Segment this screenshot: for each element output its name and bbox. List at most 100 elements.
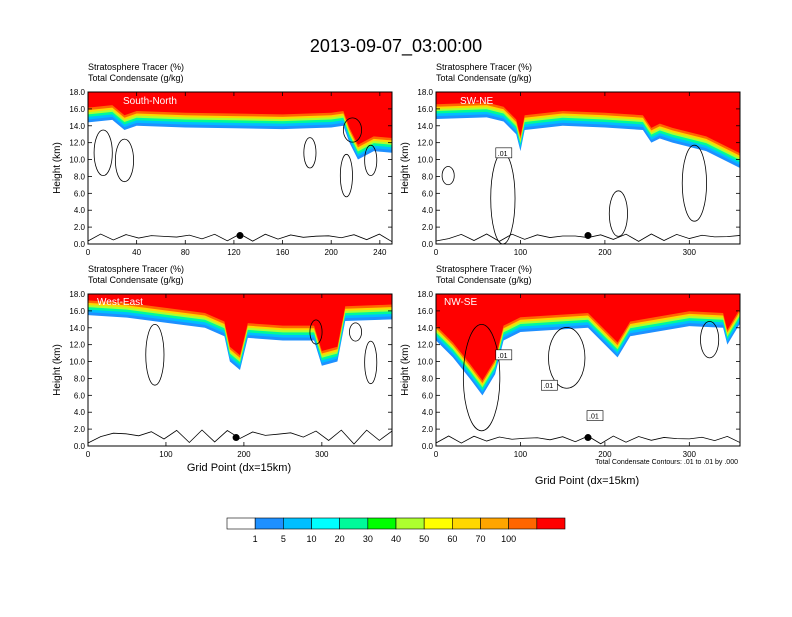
panel-3-label: West-East [97, 297, 143, 308]
y-tick-label: 8.0 [422, 374, 434, 383]
panel-1-ylabel: Height (km) [52, 142, 63, 194]
condensate-contour [309, 319, 323, 345]
x-tick-label: 160 [276, 248, 290, 257]
panel-4-subtitle-2: Total Condensate (g/kg) [436, 275, 532, 285]
y-tick-label: 8.0 [422, 172, 434, 181]
contour-label-box [541, 379, 558, 391]
x-tick-label: 200 [598, 450, 612, 459]
colorbar-swatch [283, 517, 312, 530]
panel-1-subtitle-2: Total Condensate (g/kg) [88, 73, 184, 83]
panel-3-ylabel: Height (km) [52, 344, 63, 396]
colorbar-swatch [339, 517, 369, 530]
colorbar-swatch [452, 517, 481, 530]
panel-4-xlabel: Grid Point (dx=15km) [535, 475, 639, 487]
x-tick-label: 200 [598, 248, 612, 257]
condensate-contour [339, 153, 353, 198]
panel-2-subtitle-1: Stratosphere Tracer (%) [436, 62, 532, 72]
y-tick-label: 4.0 [422, 408, 434, 417]
colorbar-swatch [480, 517, 509, 530]
plot-frame [435, 293, 741, 447]
y-tick-label: 16.0 [69, 307, 85, 316]
condensate-contour [342, 117, 363, 143]
panel-3-plot-area: 0.0 2.0 4.0 6.0 8.0 10.0 12.0 14.0 16.0 18.0 0 100 2… [69, 290, 393, 459]
panel-3-subtitle-1: Stratosphere Tracer (%) [88, 264, 184, 274]
contour-label-box [586, 410, 604, 421]
contour-label: .01 [498, 353, 508, 360]
y-tick-label: 14.0 [69, 122, 85, 131]
colorbar-label: 50 [419, 534, 429, 544]
y-tick-label: 14.0 [417, 324, 433, 333]
condensate-contour [303, 137, 317, 169]
colorbar-swatch [226, 517, 256, 530]
x-tick-label: 0 [86, 450, 91, 459]
y-tick-label: 0.0 [74, 240, 86, 249]
condensate-contour [548, 327, 586, 389]
y-tick-label: 12.0 [417, 139, 433, 148]
y-tick-label: 8.0 [74, 374, 86, 383]
condensate-contour [681, 144, 707, 222]
panel-2-label: SW-NE [460, 96, 493, 107]
y-tick-label: 10.0 [417, 358, 433, 367]
y-tick-label: 6.0 [74, 189, 86, 198]
condensate-contour [145, 323, 165, 386]
panel-2-subtitle-2: Total Condensate (g/kg) [436, 73, 532, 83]
contour-label-box [495, 349, 513, 361]
panel-3-xlabel: Grid Point (dx=15km) [187, 462, 291, 474]
x-tick-label: 0 [434, 450, 439, 459]
panel-4-plot-area: .01 .01 .01 0.0 2.0 4.0 6.0 8.0 10.0 12.0 14.0 16.0… [417, 290, 741, 459]
y-tick-label: 12.0 [69, 341, 85, 350]
panel-1-subtitle-1: Stratosphere Tracer (%) [88, 62, 184, 72]
colorbar-label: 70 [475, 534, 485, 544]
contour-label: .01 [543, 383, 553, 390]
location-marker [236, 232, 244, 240]
y-tick-label: 2.0 [74, 425, 86, 434]
y-tick-label: 10.0 [417, 156, 433, 165]
figure-title: 2013-09-07_03:00:00 [310, 36, 482, 57]
y-tick-label: 8.0 [74, 172, 86, 181]
y-tick-label: 6.0 [74, 391, 86, 400]
condensate-contour [462, 323, 501, 432]
y-tick-label: 6.0 [422, 391, 434, 400]
panel-nw-se: Stratosphere Tracer (%) Total Condensate… [400, 264, 741, 487]
x-tick-label: 100 [159, 450, 173, 459]
y-tick-label: 10.0 [69, 358, 85, 367]
tracer-band-6 [88, 92, 392, 145]
location-marker [584, 232, 592, 240]
x-tick-label: 300 [683, 248, 697, 257]
x-tick-label: 100 [514, 450, 528, 459]
panel-2-ylabel: Height (km) [400, 142, 411, 194]
x-tick-label: 40 [132, 248, 141, 257]
tracer-band-6 [436, 294, 740, 381]
contour-label-box [495, 147, 513, 159]
y-tick-label: 18.0 [417, 88, 433, 97]
x-tick-label: 300 [315, 450, 329, 459]
y-tick-label: 12.0 [69, 139, 85, 148]
contour-label: .01 [589, 414, 599, 421]
y-tick-label: 14.0 [417, 122, 433, 131]
plot-frame [87, 293, 393, 447]
y-tick-label: 0.0 [74, 442, 86, 451]
plot-frame [87, 91, 393, 245]
colorbar-label: 60 [447, 534, 457, 544]
y-tick-label: 4.0 [74, 206, 86, 215]
tracer-band-6 [436, 92, 740, 154]
x-tick-label: 200 [325, 248, 339, 257]
location-marker [232, 434, 240, 442]
colorbar-swatch [508, 517, 538, 530]
y-tick-label: 18.0 [69, 290, 85, 299]
colorbar-swatch [536, 517, 566, 530]
colorbar-swatch [254, 517, 284, 530]
panel-1-plot-area: 0.0 2.0 4.0 6.0 8.0 10.0 12.0 14.0 16.0 18.0 0 40 80… [69, 88, 393, 257]
x-tick-label: 0 [434, 248, 439, 257]
terrain-line [87, 429, 393, 445]
panel-4-subtitle-1: Stratosphere Tracer (%) [436, 264, 532, 274]
contour-note: Total Condensate Contours: .01 to .01 by… [595, 459, 738, 466]
panel-4-label: NW-SE [444, 297, 477, 308]
colorbar-label: 5 [281, 534, 286, 544]
condensate-contour [608, 190, 628, 237]
y-tick-label: 18.0 [417, 290, 433, 299]
plot-frame [435, 91, 741, 245]
tracer-band-6 [88, 294, 392, 356]
